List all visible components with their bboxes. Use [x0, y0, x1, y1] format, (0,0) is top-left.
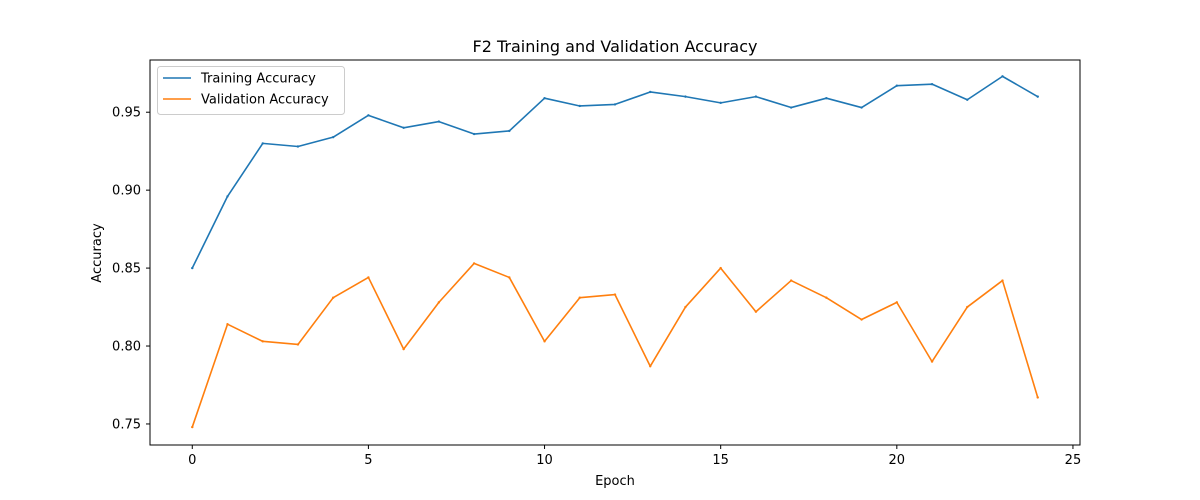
- legend: Training Accuracy Validation Accuracy: [157, 66, 345, 115]
- data-point-s0-10: [543, 96, 546, 100]
- data-point-s1-7: [437, 301, 441, 304]
- data-point-s1-15: [719, 266, 722, 270]
- data-point-s1-2: [261, 340, 264, 343]
- data-point-s1-16: [754, 310, 758, 313]
- x-tick-label: 0: [188, 453, 196, 468]
- plot-frame: [149, 59, 1081, 446]
- data-point-s1-0: [191, 425, 194, 429]
- data-point-s1-23: [1001, 279, 1004, 282]
- data-point-s0-16: [754, 95, 758, 98]
- legend-label-0: Training Accuracy: [200, 72, 316, 87]
- legend-box: [157, 66, 345, 115]
- data-point-s0-4: [331, 135, 335, 139]
- y-tick-label: 0.90: [112, 184, 141, 199]
- data-point-s0-3: [296, 145, 300, 148]
- data-point-s1-4: [331, 296, 335, 299]
- data-point-s0-17: [789, 106, 793, 109]
- x-tick-label: 10: [536, 453, 553, 468]
- x-tick-label: 25: [1065, 453, 1082, 468]
- x-tick-label: 15: [712, 453, 729, 468]
- data-point-s1-13: [649, 365, 652, 368]
- data-point-s1-19: [860, 318, 863, 321]
- data-point-s1-12: [613, 293, 617, 296]
- data-point-s0-21: [930, 82, 934, 86]
- data-point-s0-1: [226, 195, 229, 198]
- y-tick-label: 0.95: [112, 106, 141, 121]
- data-point-s0-2: [261, 142, 264, 145]
- y-tick-label: 0.75: [112, 417, 141, 432]
- legend-label-1: Validation Accuracy: [201, 93, 329, 108]
- data-point-s0-6: [402, 126, 405, 129]
- data-point-s0-23: [1001, 75, 1004, 78]
- data-point-s1-11: [578, 296, 581, 299]
- data-point-s1-18: [825, 296, 828, 299]
- data-point-s1-9: [508, 276, 511, 279]
- data-point-s1-17: [789, 279, 793, 282]
- data-point-s1-21: [930, 360, 934, 363]
- data-point-s1-20: [895, 301, 899, 304]
- data-point-s0-15: [719, 101, 722, 105]
- tick-layer: 0 5 10 15 20 25 0.75 0.80 0.85 0.90 0.95: [112, 106, 1081, 468]
- data-point-s0-24: [1036, 95, 1039, 98]
- data-point-s0-8: [472, 132, 476, 136]
- chart-title: F2 Training and Validation Accuracy: [472, 37, 757, 56]
- data-point-s0-9: [508, 129, 511, 133]
- data-point-s0-22: [966, 98, 969, 101]
- x-tick-label: 5: [364, 453, 372, 468]
- data-point-s0-13: [649, 90, 652, 94]
- data-point-s0-7: [437, 120, 441, 123]
- data-point-s0-20: [895, 84, 899, 87]
- data-point-s1-1: [226, 323, 229, 326]
- y-axis-label: Accuracy: [90, 223, 105, 283]
- data-point-s0-12: [613, 103, 617, 106]
- data-point-s1-8: [472, 262, 476, 265]
- data-point-s0-0: [191, 266, 194, 270]
- data-point-s1-24: [1036, 396, 1039, 399]
- data-point-s1-14: [684, 305, 687, 309]
- data-point-s0-19: [860, 106, 863, 109]
- data-point-s0-14: [684, 95, 687, 98]
- data-point-s1-22: [966, 305, 969, 309]
- x-tick-label: 20: [889, 453, 906, 468]
- x-axis-label: Epoch: [595, 474, 635, 489]
- series-layer: [191, 75, 1039, 429]
- data-point-s0-18: [825, 96, 828, 100]
- y-tick-label: 0.80: [112, 340, 141, 355]
- data-point-s0-11: [578, 104, 581, 108]
- data-point-s1-10: [543, 340, 546, 343]
- y-tick-label: 0.85: [112, 262, 141, 277]
- data-point-s1-3: [296, 343, 300, 346]
- data-point-s1-6: [402, 347, 405, 351]
- data-point-s0-5: [367, 114, 370, 117]
- data-point-s1-5: [367, 276, 370, 279]
